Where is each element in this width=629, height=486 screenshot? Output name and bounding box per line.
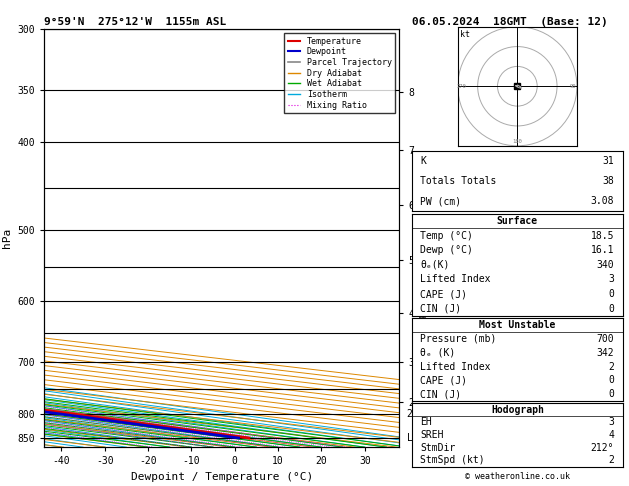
Text: 270: 270 [457, 84, 467, 89]
Text: Surface: Surface [497, 216, 538, 226]
Text: StmSpd (kt): StmSpd (kt) [420, 455, 485, 465]
Text: 3.08: 3.08 [591, 196, 615, 206]
Text: Mixing Ratio (g/kg): Mixing Ratio (g/kg) [418, 295, 427, 390]
Text: PW (cm): PW (cm) [420, 196, 462, 206]
Text: 0: 0 [608, 304, 615, 313]
Text: Pressure (mb): Pressure (mb) [420, 334, 497, 344]
Text: 342: 342 [597, 348, 615, 358]
Text: 3: 3 [608, 417, 615, 427]
Text: 3: 3 [608, 275, 615, 284]
Text: 90: 90 [570, 84, 576, 89]
Text: 0: 0 [608, 389, 615, 399]
Y-axis label: hPa: hPa [2, 228, 12, 248]
Text: LCL: LCL [406, 433, 424, 443]
Text: 9°59'N  275°12'W  1155m ASL: 9°59'N 275°12'W 1155m ASL [44, 17, 226, 27]
Text: Most Unstable: Most Unstable [479, 320, 555, 330]
Text: 2: 2 [608, 455, 615, 465]
Text: 06.05.2024  18GMT  (Base: 12): 06.05.2024 18GMT (Base: 12) [412, 17, 608, 27]
X-axis label: Dewpoint / Temperature (°C): Dewpoint / Temperature (°C) [131, 472, 313, 482]
Text: StmDir: StmDir [420, 443, 455, 452]
Text: 38: 38 [603, 176, 615, 186]
Text: 18.5: 18.5 [591, 231, 615, 241]
Text: Lifted Index: Lifted Index [420, 275, 491, 284]
Text: 16.1: 16.1 [591, 245, 615, 255]
Text: Dewp (°C): Dewp (°C) [420, 245, 473, 255]
Text: Totals Totals: Totals Totals [420, 176, 497, 186]
Text: 0: 0 [608, 289, 615, 299]
Legend: Temperature, Dewpoint, Parcel Trajectory, Dry Adiabat, Wet Adiabat, Isotherm, Mi: Temperature, Dewpoint, Parcel Trajectory… [284, 34, 395, 113]
Text: Lifted Index: Lifted Index [420, 362, 491, 371]
Text: 2: 2 [608, 362, 615, 371]
Text: θₑ(K): θₑ(K) [420, 260, 450, 270]
Text: SREH: SREH [420, 430, 444, 440]
Text: CAPE (J): CAPE (J) [420, 375, 467, 385]
Text: 4: 4 [608, 430, 615, 440]
Text: © weatheronline.co.uk: © weatheronline.co.uk [465, 472, 570, 481]
Text: 31: 31 [603, 156, 615, 166]
Text: CAPE (J): CAPE (J) [420, 289, 467, 299]
Text: 340: 340 [597, 260, 615, 270]
Text: 700: 700 [597, 334, 615, 344]
Text: 0: 0 [608, 375, 615, 385]
Text: CIN (J): CIN (J) [420, 389, 462, 399]
Text: 212°: 212° [591, 443, 615, 452]
Text: θₑ (K): θₑ (K) [420, 348, 455, 358]
Text: 180: 180 [513, 139, 522, 144]
Text: 2: 2 [406, 409, 413, 419]
Text: Temp (°C): Temp (°C) [420, 231, 473, 241]
Text: kt: kt [460, 30, 470, 39]
Text: Hodograph: Hodograph [491, 405, 544, 415]
Text: EH: EH [420, 417, 432, 427]
Text: CIN (J): CIN (J) [420, 304, 462, 313]
Text: K: K [420, 156, 426, 166]
